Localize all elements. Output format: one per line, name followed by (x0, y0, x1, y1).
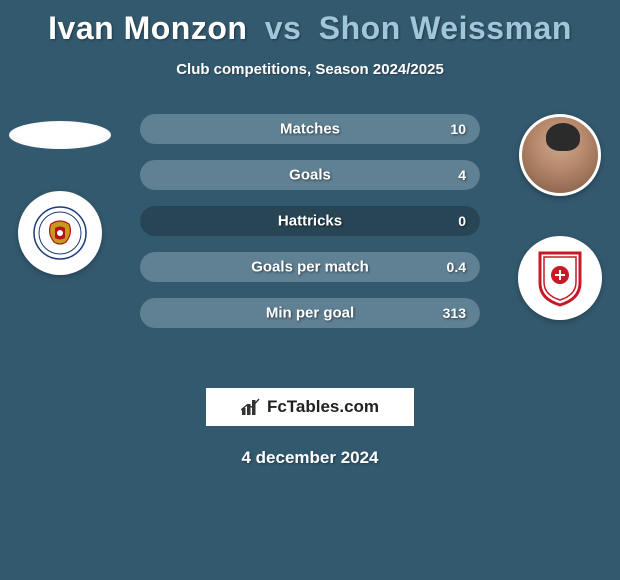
stat-value-right: 313 (443, 305, 466, 321)
stat-label: Hattricks (278, 213, 342, 230)
right-column (500, 114, 620, 320)
stat-row: Hattricks 0 (140, 206, 480, 236)
stat-value-right: 0.4 (447, 259, 466, 275)
stat-row: Matches 10 (140, 114, 480, 144)
bar-chart-icon (241, 398, 261, 416)
stat-value-right: 10 (450, 121, 466, 137)
subtitle: Club competitions, Season 2024/2025 (0, 61, 620, 78)
stat-label: Min per goal (266, 305, 354, 322)
player1-avatar (9, 121, 111, 149)
stat-value-right: 0 (458, 213, 466, 229)
branding-text: FcTables.com (267, 397, 379, 417)
stat-label: Matches (280, 121, 340, 138)
player1-club-crest (18, 191, 102, 275)
stat-bars: Matches 10 Goals 4 Hattricks 0 Goals per match… (140, 114, 480, 344)
stat-label: Goals per match (251, 259, 369, 276)
stat-row: Min per goal 313 (140, 298, 480, 328)
stat-row: Goals 4 (140, 160, 480, 190)
player2-club-crest (518, 236, 602, 320)
date-text: 4 december 2024 (0, 448, 620, 468)
stat-label: Goals (289, 167, 331, 184)
crest-left-icon (33, 206, 87, 260)
player1-name: Ivan Monzon (48, 10, 247, 46)
player2-avatar (519, 114, 601, 196)
vs-text: vs (265, 10, 302, 46)
stat-row: Goals per match 0.4 (140, 252, 480, 282)
left-column (0, 114, 120, 275)
stat-value-right: 4 (458, 167, 466, 183)
comparison-title: Ivan Monzon vs Shon Weissman (0, 0, 620, 47)
comparison-content: Matches 10 Goals 4 Hattricks 0 Goals per match… (0, 114, 620, 364)
branding-badge: FcTables.com (204, 386, 416, 428)
player2-name: Shon Weissman (319, 10, 572, 46)
crest-right-icon (536, 249, 584, 307)
